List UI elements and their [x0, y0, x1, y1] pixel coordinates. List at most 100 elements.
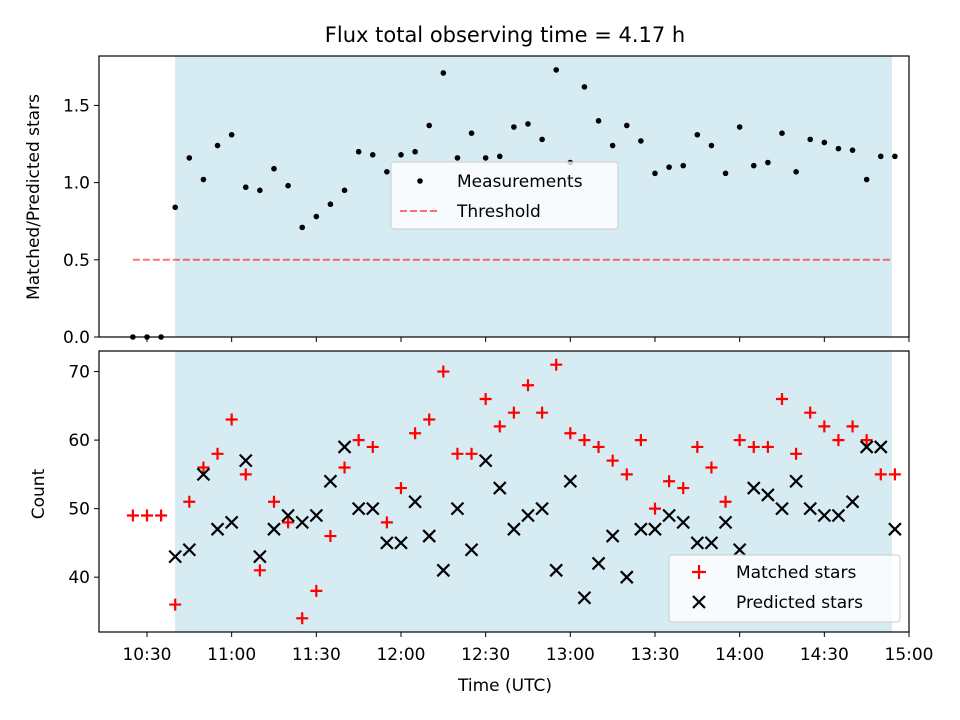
matched-star-point	[550, 358, 563, 371]
matched-star-point	[394, 482, 407, 495]
bottom-xtick-label: 13:30	[630, 645, 679, 665]
legend-label-matched-stars: Matched stars	[736, 563, 856, 583]
measurement-point	[708, 142, 715, 149]
matched-star-point	[536, 406, 549, 419]
matched-star-point	[493, 420, 506, 433]
predicted-star-point	[238, 453, 253, 468]
measurement-point	[835, 145, 842, 152]
measurement-point	[623, 122, 630, 129]
matched-star-point	[423, 413, 436, 426]
matched-star-point	[846, 420, 859, 433]
measurement-point	[271, 165, 277, 172]
measurement-point	[666, 164, 672, 170]
measurement-point	[736, 124, 743, 130]
predicted-star-point	[351, 501, 366, 516]
matched-star-point	[719, 495, 732, 508]
predicted-star-point	[873, 440, 888, 454]
measurement-point	[581, 84, 588, 90]
matched-star-point	[677, 482, 690, 495]
predicted-star-point	[450, 501, 465, 516]
matched-star-point	[790, 447, 803, 460]
bottom-xtick-label: 13:00	[546, 645, 595, 665]
top-ytick-label: 0.5	[63, 251, 90, 271]
bottom-xtick-label: 12:30	[461, 645, 510, 665]
chart-title: Flux total observing time = 4.17 h	[325, 23, 685, 47]
matched-star-point	[324, 530, 337, 543]
predicted-star-point	[464, 542, 479, 557]
predicted-star-point	[380, 536, 394, 550]
bottom-ytick-label: 70	[68, 363, 90, 383]
matched-star-point	[479, 392, 492, 405]
matched-star-point	[620, 468, 633, 481]
measurement-point	[807, 136, 814, 143]
bottom-axes-frame	[98, 350, 910, 633]
matched-star-point	[606, 454, 619, 467]
predicted-star-point	[831, 508, 846, 523]
measurement-point	[299, 224, 306, 231]
predicted-star-point	[337, 440, 352, 454]
matched-star-point	[140, 509, 153, 522]
measurement-point	[384, 168, 390, 175]
predicted-star-point	[634, 522, 648, 536]
predicted-star-point	[507, 522, 521, 536]
matched-star-point	[860, 434, 873, 447]
matched-star-point	[578, 434, 591, 447]
predicted-star-point	[817, 508, 832, 523]
predicted-star-point	[196, 467, 211, 482]
predicted-star-point	[492, 481, 507, 495]
legend-marker-matched-stars	[692, 565, 706, 579]
matched-star-point	[634, 434, 647, 447]
matched-star-point	[296, 612, 309, 625]
predicted-star-point	[888, 522, 902, 536]
measurement-point	[765, 159, 771, 166]
matched-star-point	[804, 406, 817, 419]
bottom-xtick-label: 11:00	[207, 645, 256, 665]
bottom-ytick-label: 60	[68, 431, 90, 451]
legend-label-predicted-stars: Predicted stars	[736, 593, 863, 613]
predicted-star-point	[577, 590, 592, 605]
top-legend-box	[390, 161, 619, 230]
bottom-legend: Matched stars Predicted stars	[668, 554, 901, 623]
measurement-point	[525, 121, 531, 127]
predicted-star-point	[690, 536, 705, 550]
bottom-xtick-label: 12:00	[376, 645, 425, 665]
predicted-star-point	[436, 563, 451, 578]
measurement-point	[454, 155, 461, 161]
measurement-point	[793, 168, 799, 175]
predicted-star-point	[267, 522, 281, 536]
legend-label-threshold: Threshold	[456, 202, 541, 222]
predicted-star-point	[478, 453, 493, 468]
predicted-star-point	[309, 508, 324, 523]
predicted-star-point	[605, 529, 620, 543]
top-ytick-label: 0.0	[63, 328, 90, 348]
top-legend: Measurements Threshold	[390, 161, 619, 230]
matched-star-point	[691, 440, 704, 453]
measurement-point	[553, 67, 560, 73]
bottom-xtick-label: 14:00	[715, 645, 764, 665]
matched-star-point	[521, 379, 534, 392]
measurement-point	[327, 201, 334, 208]
bottom-legend-box	[668, 554, 901, 623]
measurement-point	[779, 130, 785, 136]
matched-star-point	[183, 495, 196, 508]
matched-star-point	[267, 495, 280, 508]
predicted-star-point	[619, 570, 634, 584]
predicted-star-point	[648, 522, 662, 536]
measurement-point	[257, 187, 263, 194]
predicted-star-point	[662, 508, 676, 523]
predicted-star-point	[549, 563, 563, 578]
measurement-point	[496, 153, 503, 160]
matched-star-point	[663, 475, 676, 488]
predicted-star-point	[210, 522, 225, 536]
predicted-star-point	[521, 508, 535, 523]
matched-star-point	[775, 392, 788, 405]
top-ytick-label: 1.5	[63, 96, 90, 116]
bottom-ytick-label: 40	[68, 568, 90, 588]
measurement-point	[426, 122, 433, 129]
matched-star-point	[705, 461, 718, 474]
matched-star-point	[211, 447, 224, 460]
measurement-point	[609, 142, 616, 149]
measurement-point	[652, 170, 658, 177]
matched-star-point	[761, 440, 774, 453]
